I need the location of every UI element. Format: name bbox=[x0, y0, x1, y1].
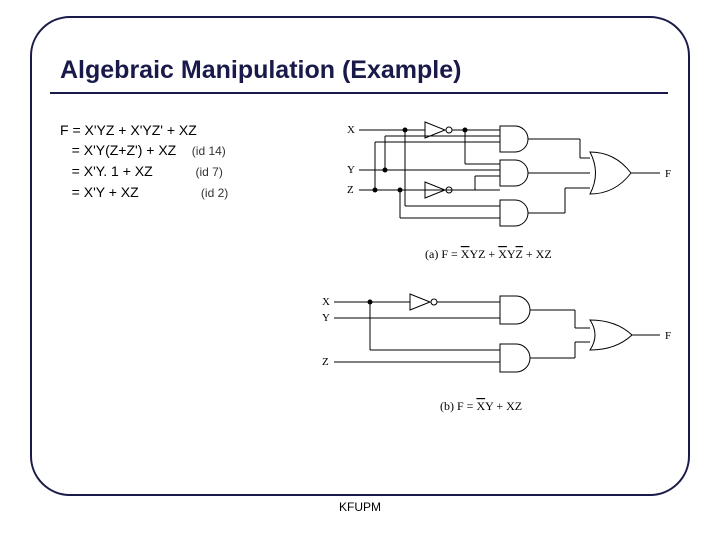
title-underline bbox=[50, 92, 668, 94]
footer: KFUPM bbox=[0, 500, 720, 514]
alg-expr-2: = X'Y. 1 + XZ bbox=[60, 163, 153, 179]
alg-note-1: (id 14) bbox=[192, 144, 226, 158]
alg-expr-1: = X'Y(Z+Z') + XZ bbox=[60, 142, 176, 158]
alg-note-3: (id 2) bbox=[201, 186, 228, 200]
or-gate-b bbox=[590, 320, 632, 350]
alg-note-2: (id 7) bbox=[196, 165, 223, 179]
label-f-b: F bbox=[665, 330, 671, 342]
and-gate-1-b bbox=[500, 296, 530, 324]
circuit-b: X Y Z bbox=[320, 290, 680, 430]
label-f-a: F bbox=[665, 168, 671, 180]
circuit-a: X Y Z bbox=[345, 118, 675, 288]
slide-title: Algebraic Manipulation (Example) bbox=[60, 56, 461, 85]
and-gate-2 bbox=[500, 160, 528, 186]
label-y-b: Y bbox=[322, 312, 330, 324]
not-gate-x-b bbox=[410, 294, 437, 310]
label-z-b: Z bbox=[322, 356, 329, 368]
alg-expr-3: = X'Y + XZ bbox=[60, 184, 139, 200]
label-x-b: X bbox=[322, 296, 330, 308]
algebra-block: F = X'YZ + X'YZ' + XZ = X'Y(Z+Z') + XZ (… bbox=[60, 120, 228, 203]
and-gate-1 bbox=[500, 126, 528, 152]
label-y: Y bbox=[347, 164, 355, 176]
caption-a: (a) F = XYZ + XYZ + XZ bbox=[425, 247, 552, 261]
or-gate bbox=[590, 152, 631, 194]
alg-expr-0: F = X'YZ + X'YZ' + XZ bbox=[60, 122, 197, 138]
and-gate-3 bbox=[500, 200, 528, 226]
label-z: Z bbox=[347, 184, 354, 196]
label-x: X bbox=[347, 124, 355, 136]
caption-b: (b) F = XY + XZ bbox=[440, 399, 522, 413]
and-gate-2-b bbox=[500, 344, 530, 372]
